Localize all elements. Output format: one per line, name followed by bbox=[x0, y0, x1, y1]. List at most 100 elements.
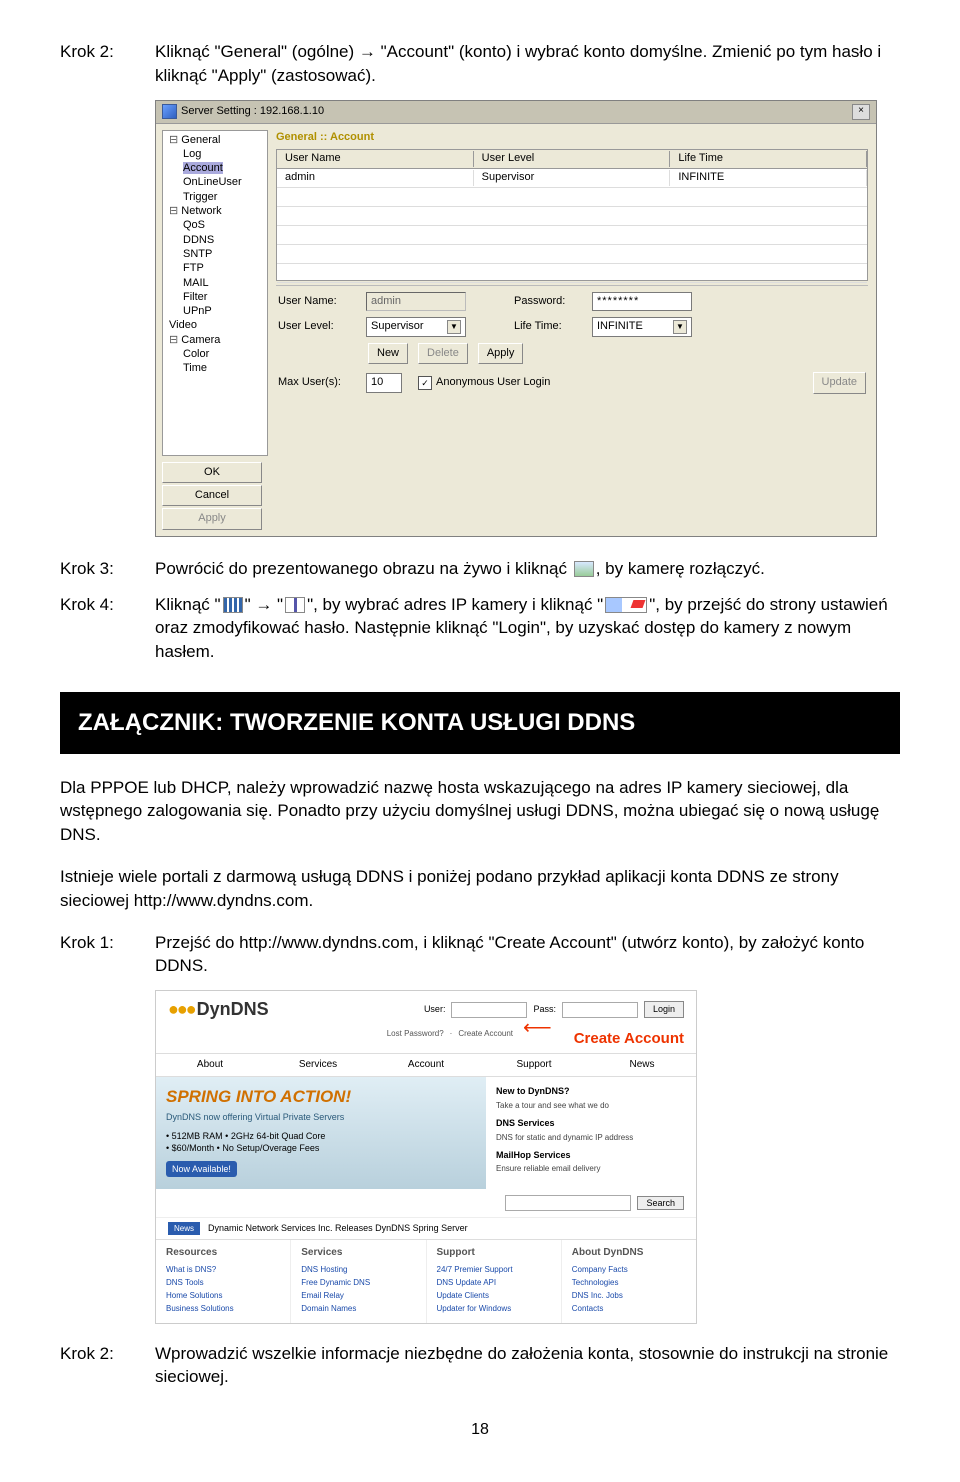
news-text: Dynamic Network Services Inc. Releases D… bbox=[208, 1222, 468, 1235]
tree-item[interactable]: Color bbox=[165, 347, 265, 361]
chevron-down-icon: ▼ bbox=[447, 320, 461, 334]
footer-link[interactable]: 24/7 Premier Support bbox=[437, 1264, 551, 1275]
close-icon[interactable]: × bbox=[852, 104, 870, 120]
now-available-button[interactable]: Now Available! bbox=[166, 1161, 237, 1178]
search-input[interactable] bbox=[505, 1195, 631, 1211]
apply-button[interactable]: Apply bbox=[162, 508, 262, 529]
tree-item[interactable]: Video bbox=[165, 318, 265, 332]
footer-link[interactable]: DNS Hosting bbox=[301, 1264, 415, 1275]
window-titlebar: Server Setting : 192.168.1.10 × bbox=[156, 101, 876, 124]
ddns-step2-label: Krok 2: bbox=[60, 1342, 155, 1390]
step3-label: Krok 3: bbox=[60, 557, 155, 581]
ok-button[interactable]: OK bbox=[162, 462, 262, 483]
callout-arrow-icon: ⟵ bbox=[523, 1028, 552, 1049]
footer-link[interactable]: Company Facts bbox=[572, 1264, 686, 1275]
footer-link[interactable]: Update Clients bbox=[437, 1290, 551, 1301]
step4-label: Krok 4: bbox=[60, 593, 155, 664]
tree-view[interactable]: ⊟ GeneralLogAccountOnLineUserTrigger⊟ Ne… bbox=[162, 130, 268, 456]
tree-item[interactable]: Log bbox=[165, 147, 265, 161]
userlevel-select[interactable]: Supervisor▼ bbox=[366, 317, 466, 336]
footer-link[interactable]: Technologies bbox=[572, 1277, 686, 1288]
footer-link[interactable]: Domain Names bbox=[301, 1303, 415, 1314]
footer-link[interactable]: DNS Update API bbox=[437, 1277, 551, 1288]
ddns-step2-body: Wprowadzić wszelkie informacje niezbędne… bbox=[155, 1342, 900, 1390]
tree-item[interactable]: DDNS bbox=[165, 233, 265, 247]
tree-item[interactable]: ⊟ Camera bbox=[165, 333, 265, 347]
tree-item[interactable]: Account bbox=[165, 161, 265, 175]
dyndns-screenshot: ●●●DynDNS User: Pass: Login Lost Passwor… bbox=[155, 990, 697, 1323]
user-label: User: bbox=[424, 1003, 446, 1016]
lost-password-link[interactable]: Lost Password? bbox=[387, 1028, 444, 1049]
tree-item[interactable]: ⊟ General bbox=[165, 133, 265, 147]
ddns-step1-body: Przejść do http://www.dyndns.com, i klik… bbox=[155, 931, 900, 979]
nav-support[interactable]: Support bbox=[480, 1054, 588, 1076]
footer-link[interactable]: What is DNS? bbox=[166, 1264, 280, 1275]
pass-input[interactable] bbox=[562, 1002, 638, 1018]
maxusers-label: Max User(s): bbox=[278, 375, 358, 390]
dyndns-nav: About Services Account Support News bbox=[156, 1053, 696, 1077]
footer-link[interactable]: Email Relay bbox=[301, 1290, 415, 1301]
nav-account[interactable]: Account bbox=[372, 1054, 480, 1076]
tree-item[interactable]: MAIL bbox=[165, 276, 265, 290]
create-account-link[interactable]: Create Account bbox=[458, 1028, 513, 1049]
footer-link[interactable]: DNS Tools bbox=[166, 1277, 280, 1288]
anon-label: Anonymous User Login bbox=[436, 375, 550, 390]
lifetime-select[interactable]: INFINITE▼ bbox=[592, 317, 692, 336]
footer-link[interactable]: DNS Inc. Jobs bbox=[572, 1290, 686, 1301]
tree-item[interactable]: FTP bbox=[165, 261, 265, 275]
grid-header: Life Time bbox=[670, 151, 867, 166]
footer-columns: ResourcesWhat is DNS?DNS ToolsHome Solut… bbox=[156, 1239, 696, 1323]
ddns-step1-label: Krok 1: bbox=[60, 931, 155, 979]
update-button[interactable]: Update bbox=[813, 372, 866, 393]
tree-item[interactable]: Trigger bbox=[165, 190, 265, 204]
tree-item[interactable]: Time bbox=[165, 361, 265, 375]
address-select-icon bbox=[285, 597, 305, 613]
step-4: Krok 4: Kliknąć "" → "", by wybrać adres… bbox=[60, 593, 900, 664]
footer-link[interactable]: Contacts bbox=[572, 1303, 686, 1314]
anon-checkbox[interactable]: ✓ bbox=[418, 376, 432, 390]
edit-settings-icon bbox=[605, 597, 647, 613]
ddns-step-1: Krok 1: Przejść do http://www.dyndns.com… bbox=[60, 931, 900, 979]
cancel-button[interactable]: Cancel bbox=[162, 485, 262, 506]
password-label: Password: bbox=[514, 294, 584, 309]
tree-item[interactable]: OnLineUser bbox=[165, 175, 265, 189]
news-badge: News bbox=[168, 1222, 200, 1235]
username-label: User Name: bbox=[278, 294, 358, 309]
create-account-callout: Create Account bbox=[574, 1028, 684, 1049]
section-title: General :: Account bbox=[276, 130, 868, 145]
login-button[interactable]: Login bbox=[644, 1001, 684, 1018]
promo-panel: SPRING INTO ACTION! DynDNS now offering … bbox=[156, 1077, 486, 1188]
delete-button[interactable]: Delete bbox=[418, 343, 468, 364]
search-button[interactable]: Search bbox=[637, 1196, 684, 1210]
password-field[interactable]: ******** bbox=[592, 292, 692, 311]
userlevel-label: User Level: bbox=[278, 319, 358, 334]
window-icon bbox=[162, 104, 177, 119]
footer-link[interactable]: Home Solutions bbox=[166, 1290, 280, 1301]
tree-item[interactable]: QoS bbox=[165, 218, 265, 232]
server-setting-window: Server Setting : 192.168.1.10 × ⊟ Genera… bbox=[155, 100, 877, 537]
nav-news[interactable]: News bbox=[588, 1054, 696, 1076]
nav-services[interactable]: Services bbox=[264, 1054, 372, 1076]
grid-header: User Level bbox=[474, 151, 671, 166]
grid-row[interactable]: admin Supervisor INFINITE bbox=[277, 169, 867, 188]
grid-header: User Name bbox=[277, 151, 474, 166]
page-number: 18 bbox=[60, 1419, 900, 1441]
footer-link[interactable]: Free Dynamic DNS bbox=[301, 1277, 415, 1288]
new-button[interactable]: New bbox=[368, 343, 408, 364]
footer-link[interactable]: Business Solutions bbox=[166, 1303, 280, 1314]
apply-action-button[interactable]: Apply bbox=[478, 343, 524, 364]
step3-body: Powrócić do prezentowanego obrazu na żyw… bbox=[155, 557, 900, 581]
step-2: Krok 2: Kliknąć "General" (ogólne) → "Ac… bbox=[60, 40, 900, 88]
step4-body: Kliknąć "" → "", by wybrać adres IP kame… bbox=[155, 593, 900, 664]
form-area: User Name: admin Password: ******** User… bbox=[276, 285, 868, 400]
disconnect-icon bbox=[574, 561, 594, 577]
tree-item[interactable]: ⊟ Network bbox=[165, 204, 265, 218]
user-input[interactable] bbox=[451, 1002, 527, 1018]
maxusers-field[interactable]: 10 bbox=[366, 373, 402, 392]
footer-link[interactable]: Updater for Windows bbox=[437, 1303, 551, 1314]
tree-item[interactable]: UPnP bbox=[165, 304, 265, 318]
tree-item[interactable]: Filter bbox=[165, 290, 265, 304]
nav-about[interactable]: About bbox=[156, 1054, 264, 1076]
tree-item[interactable]: SNTP bbox=[165, 247, 265, 261]
dyndns-logo: ●●●DynDNS bbox=[168, 997, 269, 1022]
